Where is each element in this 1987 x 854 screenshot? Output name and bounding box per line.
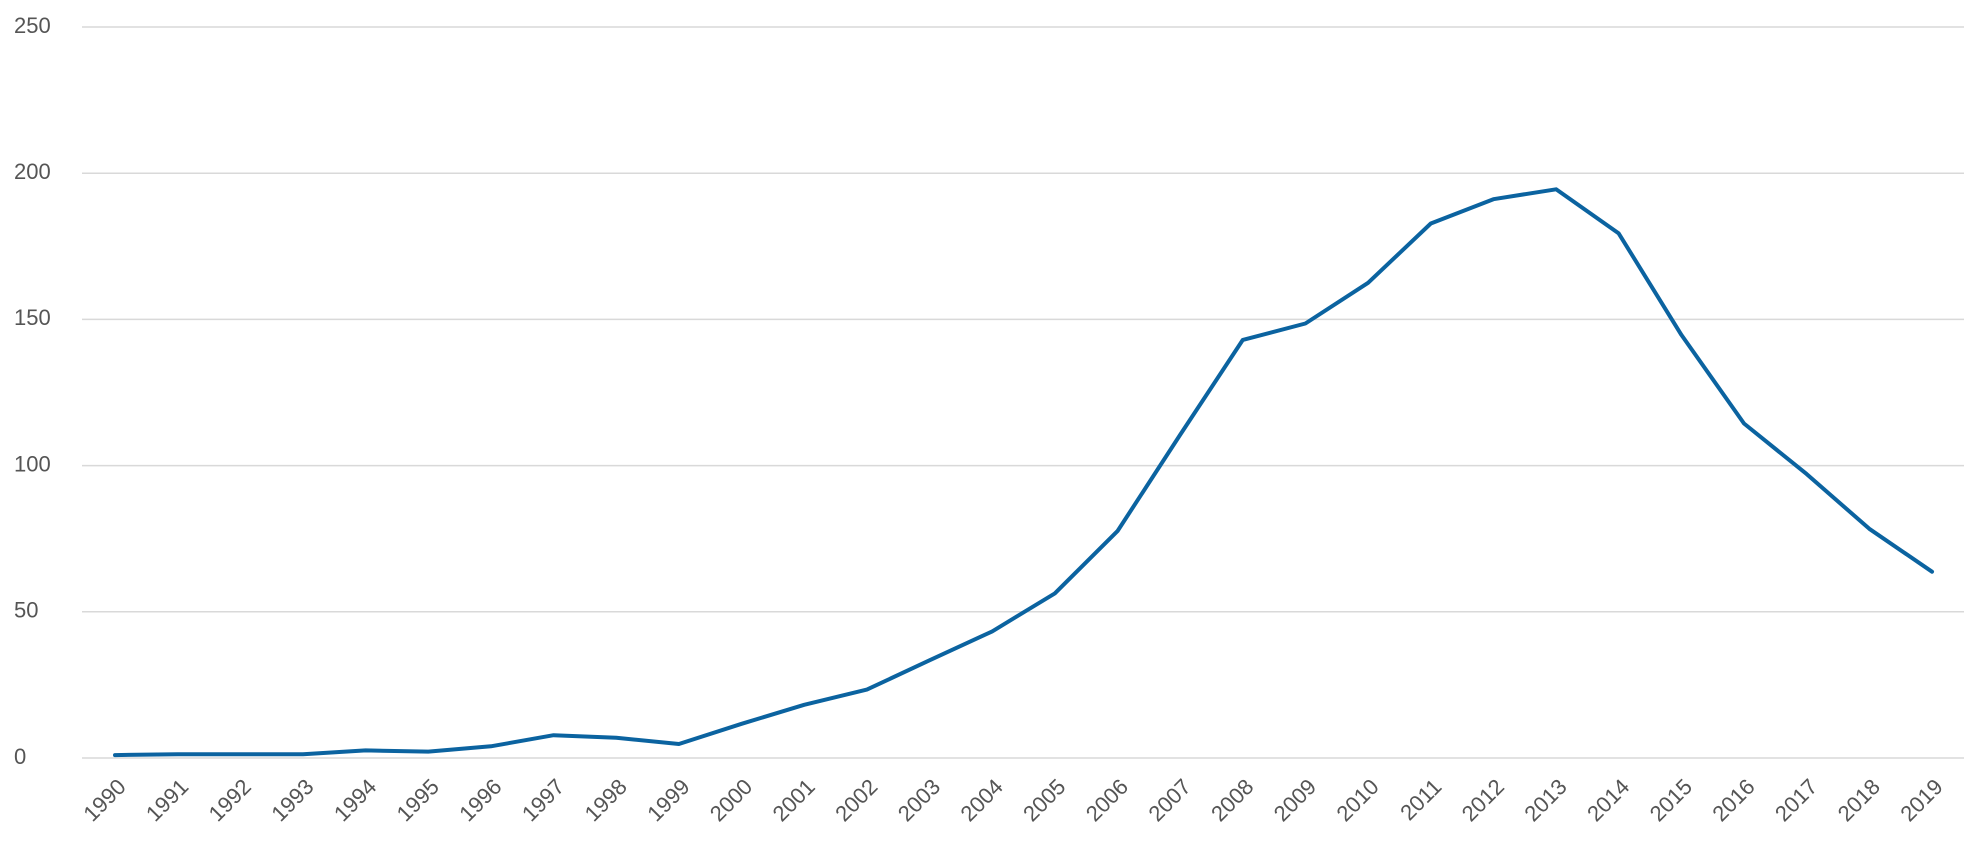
x-tick-label: 2009 — [1269, 774, 1321, 826]
x-tick-label: 2012 — [1457, 774, 1509, 826]
y-tick-label: 0 — [14, 744, 26, 769]
x-tick-label: 2005 — [1018, 774, 1070, 826]
y-tick-label: 200 — [14, 159, 51, 184]
y-tick-label: 250 — [14, 13, 51, 38]
x-tick-label: 1999 — [642, 774, 694, 826]
x-tick-label: 2001 — [768, 774, 820, 826]
data-line — [113, 187, 1934, 758]
x-tick-label: 2000 — [705, 774, 757, 826]
x-tick-label: 2004 — [956, 774, 1008, 826]
y-tick-label: 150 — [14, 305, 51, 330]
x-tick-label: 1990 — [78, 774, 130, 826]
x-tick-label: 2006 — [1081, 774, 1133, 826]
x-tick-label: 1991 — [141, 774, 193, 826]
x-tick-label: 2014 — [1582, 774, 1634, 826]
x-tick-label: 1998 — [580, 774, 632, 826]
x-tick-label: 2018 — [1833, 774, 1885, 826]
x-tick-label: 2010 — [1331, 774, 1383, 826]
x-tick-label: 1996 — [454, 774, 506, 826]
x-tick-label: 2017 — [1770, 774, 1822, 826]
x-tick-label: 1997 — [517, 774, 569, 826]
x-tick-label: 1994 — [329, 774, 381, 826]
y-tick-label: 50 — [14, 598, 38, 623]
x-tick-label: 2008 — [1206, 774, 1258, 826]
y-tick-label: 100 — [14, 451, 51, 476]
x-tick-label: 2019 — [1895, 774, 1947, 826]
x-tick-label: 1992 — [204, 774, 256, 826]
x-tick-label: 2013 — [1519, 774, 1571, 826]
x-tick-label: 2011 — [1395, 774, 1446, 825]
x-tick-label: 2003 — [893, 774, 945, 826]
x-tick-label: 1995 — [392, 774, 444, 826]
x-tick-label: 2002 — [830, 774, 882, 826]
x-tick-label: 2007 — [1143, 774, 1195, 826]
x-tick-label: 2016 — [1707, 774, 1759, 826]
x-tick-label: 1993 — [266, 774, 318, 826]
x-tick-label: 2015 — [1645, 774, 1697, 826]
